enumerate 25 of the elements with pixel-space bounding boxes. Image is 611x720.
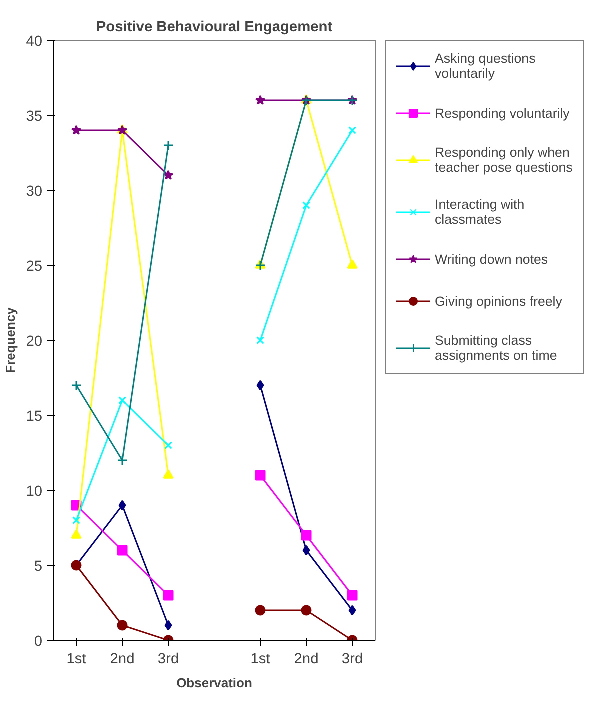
x-tick-label: 3rd [342,652,364,668]
legend-label: Writing down notes [435,252,548,266]
y-tick-label: 25 [26,259,43,275]
legend-label: Interacting with classmates [435,197,525,227]
y-tick-label: 20 [26,334,43,350]
legend-label: Asking questions voluntarily [435,51,536,81]
x-tick-label: 1st [250,652,270,668]
y-axis-title: Frequency [3,306,18,374]
x-tick-label: 2nd [294,652,319,668]
legend-label: Responding only when teacher pose questions [435,145,573,175]
y-tick-label: 30 [26,184,43,200]
legend-label: Giving opinions freely [435,294,562,308]
y-tick-label: 10 [26,484,43,500]
legend-label: Responding voluntarily [435,106,570,120]
y-tick-label: 0 [34,634,43,650]
x-tick-label: 2nd [110,652,135,668]
y-tick-label: 35 [26,109,43,125]
y-tick-label: 40 [26,34,43,50]
x-axis-title: Observation [176,676,252,690]
y-tick-label: 5 [34,559,43,575]
legend-label: Submitting class assignments on time [435,333,558,363]
chart-title: Positive Behavioural Engagement [96,20,333,36]
y-tick-label: 15 [26,409,43,425]
x-tick-label: 3rd [158,652,180,668]
x-tick-label: 1st [66,652,86,668]
